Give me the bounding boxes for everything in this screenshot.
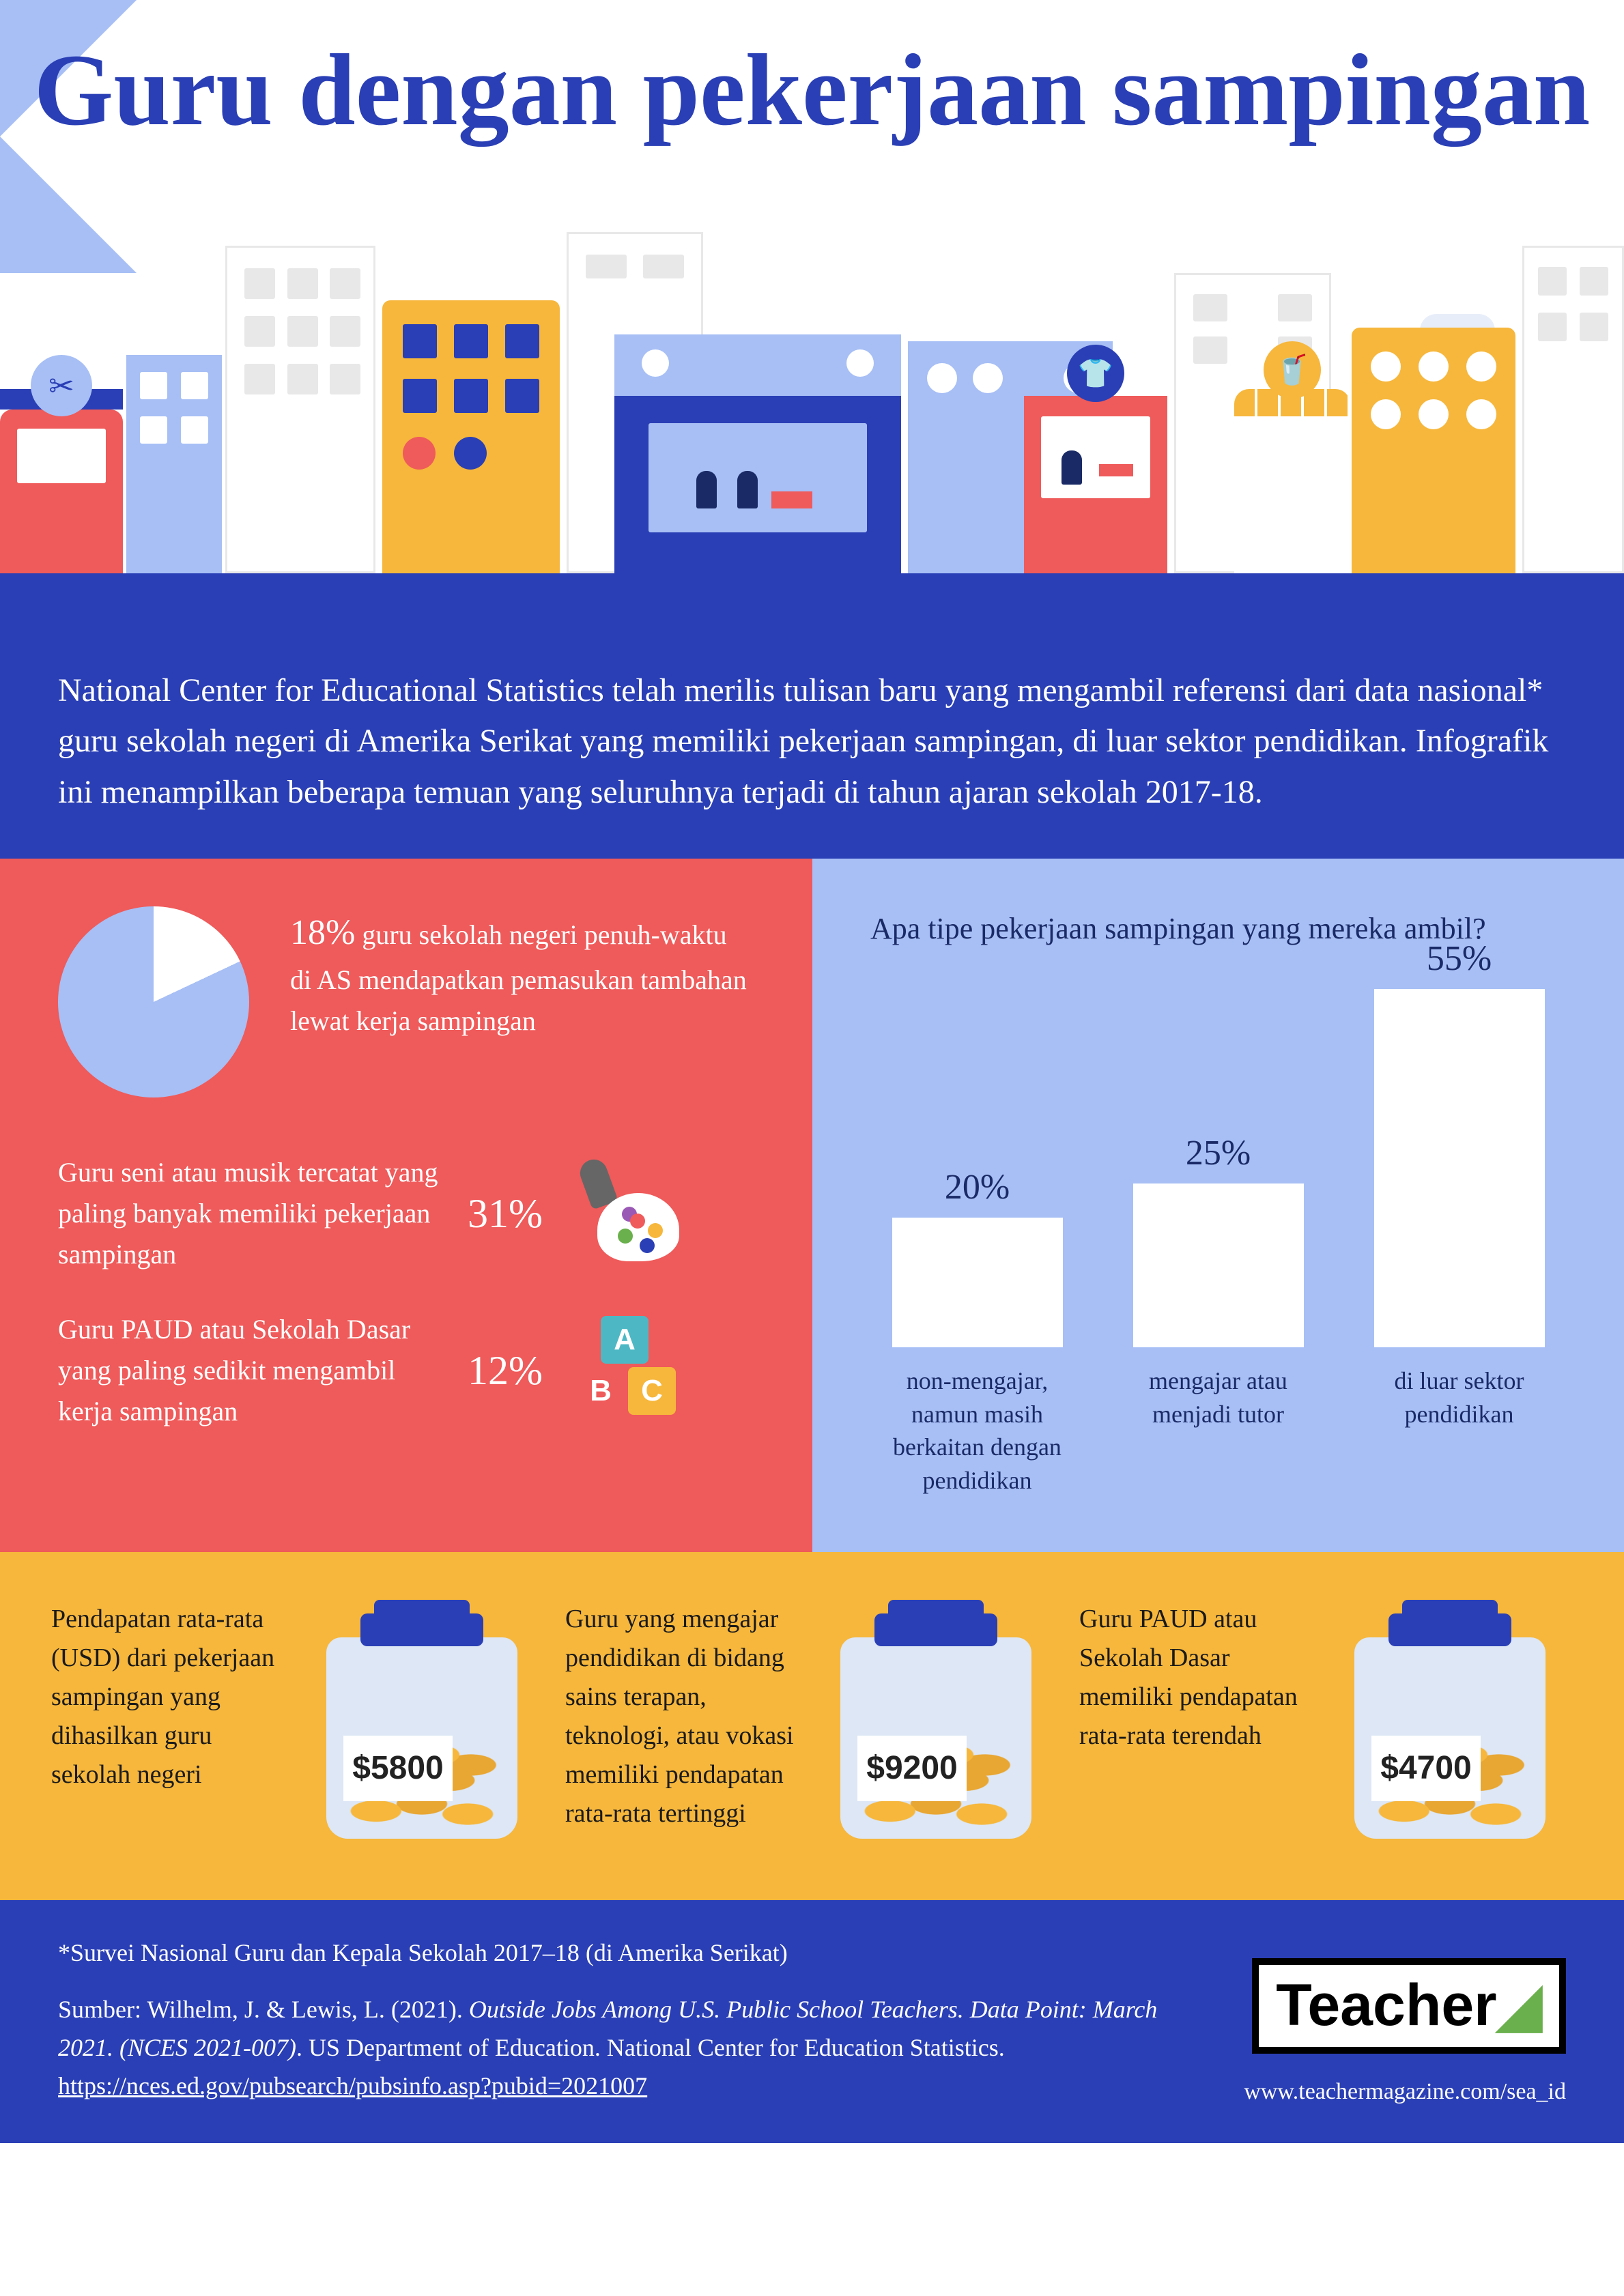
bar-value: 20% [945,1167,1010,1207]
bar-label: mengajar atau menjadi tutor [1123,1364,1314,1497]
intro-banner: National Center for Educational Statisti… [0,628,1624,859]
money-jar-icon: $5800 [316,1600,528,1839]
earnings-section: Pendapatan rata-rata (USD) dari pekerjaa… [0,1552,1624,1900]
bar-rect [892,1218,1063,1347]
art-palette-icon [570,1159,679,1268]
blue-chart-panel: Apa tipe pekerjaan sampingan yang mereka… [812,859,1624,1551]
building [225,246,375,573]
jar-amount: $9200 [857,1736,967,1801]
bar-value: 55% [1427,938,1492,979]
stat3-pct: 12% [468,1347,543,1394]
stat2-text: Guru seni atau musik tercatat yang palin… [58,1152,440,1275]
bar-label: di luar sektor pendidikan [1364,1364,1555,1497]
earning-text: Pendapatan rata-rata (USD) dari pekerjaa… [51,1600,297,1794]
building-store [614,396,901,573]
page-title: Guru dengan pekerjaan sampingan [0,0,1624,147]
earning-text: Guru yang mengajar pendidikan di bidang … [565,1600,811,1833]
teacher-logo: Teacher◢ [1252,1958,1566,2054]
abc-blocks-icon: A B C [570,1316,679,1425]
jar-amount: $4700 [1371,1736,1481,1801]
pie-chart-18pct [58,906,249,1097]
earning-item: Pendapatan rata-rata (USD) dari pekerjaa… [51,1600,545,1839]
bar-label: non-mengajar, namun masih berkaitan deng… [882,1364,1073,1497]
bar-value: 25% [1186,1133,1251,1173]
stat3-text: Guru PAUD atau Sekolah Dasar yang paling… [58,1309,440,1432]
bar-item: 55% [1364,938,1555,1347]
building-shop: 👕 [1024,396,1167,573]
bar-chart: 20% 25% 55% [870,965,1566,1347]
footer: *Survei Nasional Guru dan Kepala Sekolah… [0,1900,1624,2143]
header: Guru dengan pekerjaan sampingan [0,0,1624,628]
money-jar-icon: $9200 [830,1600,1042,1839]
jar-amount: $5800 [343,1736,453,1801]
earning-text: Guru PAUD atau Sekolah Dasar memiliki pe… [1079,1600,1325,1755]
money-jar-icon: $4700 [1344,1600,1556,1839]
bar-rect [1374,989,1545,1347]
scissors-icon: ✂ [31,355,92,416]
bar-item: 25% [1123,1133,1314,1347]
stats-section: 18% guru sekolah negeri penuh-waktu di A… [0,859,1624,1551]
building [1522,246,1624,573]
stat2-pct: 31% [468,1190,543,1237]
logo-accent: ◢ [1497,1960,1542,2051]
source-citation: Sumber: Wilhelm, J. & Lewis, L. (2021). … [58,1991,1184,2105]
bar-rect [1133,1183,1304,1347]
stat1-text: 18% guru sekolah negeri penuh-waktu di A… [290,906,754,1042]
infographic-page: Guru dengan pekerjaan sampingan [0,0,1624,2143]
website-url: www.teachermagazine.com/sea_id [1244,2074,1566,2110]
stat1-pct: 18% [290,913,355,952]
tshirt-icon: 👕 [1067,345,1124,402]
bar-item: 20% [882,1167,1073,1347]
cup-icon: 🥤 [1264,341,1321,399]
building [1352,328,1515,573]
source-link[interactable]: https://nces.ed.gov/pubsearch/pubsinfo.a… [58,2072,647,2099]
building [382,300,560,573]
building-shop: ✂ [0,410,123,573]
building [126,355,222,573]
building-shop: 🥤 [1234,416,1350,573]
earning-item: Guru PAUD atau Sekolah Dasar memiliki pe… [1079,1600,1573,1839]
earning-item: Guru yang mengajar pendidikan di bidang … [565,1600,1059,1839]
cityscape-illustration: ✂ 👕 🥤 [0,259,1624,628]
red-stats-panel: 18% guru sekolah negeri penuh-waktu di A… [0,859,812,1551]
corner-triangle-2 [0,137,137,273]
